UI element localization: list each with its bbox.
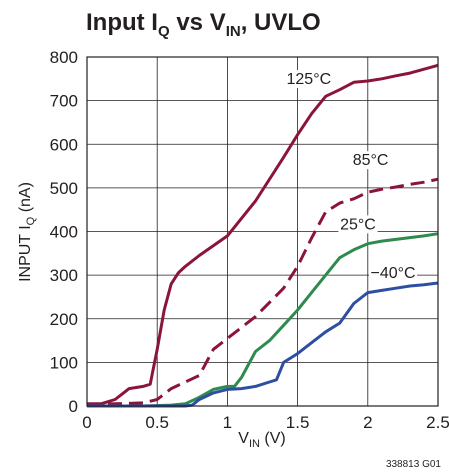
y-tick-label: 200 xyxy=(50,310,78,329)
chart-title-end: , UVLO xyxy=(241,9,321,36)
series-label-bg xyxy=(284,70,333,89)
x-tick-label: 2.5 xyxy=(426,413,449,432)
series-line-2 xyxy=(87,232,439,408)
series-line-1 xyxy=(86,177,439,407)
y-tick-label: 800 xyxy=(50,48,78,67)
series-label-2: 25°C xyxy=(340,216,376,233)
series-labels: 125°C 85°C 25°C −40°C xyxy=(284,70,418,283)
y-axis-label-end: (nA) xyxy=(17,182,34,217)
x-tick-label: 0.5 xyxy=(145,413,169,432)
y-tick-label: 600 xyxy=(50,135,78,154)
chart-title: Input IQ vs VIN, UVLO xyxy=(86,9,321,40)
chart-title-subscript-q: Q xyxy=(158,23,170,40)
series-label-bg xyxy=(351,151,391,170)
chart-title-mid: vs V xyxy=(170,9,226,36)
x-axis-label: VIN (V) xyxy=(238,430,285,450)
tick-labels: 0 0.5 1 1.5 2 2.5 0 100 200 300 400 500 600 700 800 xyxy=(50,48,449,432)
series-label-3: −40°C xyxy=(371,265,416,282)
y-tick-label: 400 xyxy=(50,223,78,242)
y-tick-label: 300 xyxy=(50,266,78,285)
y-tick-label: 100 xyxy=(50,353,78,372)
y-axis-label: INPUT IQ (nA) xyxy=(17,182,37,282)
series-label-0: 125°C xyxy=(287,71,332,88)
series-line-3 xyxy=(87,281,439,408)
plot-frame xyxy=(86,56,439,407)
series-label-bg xyxy=(369,264,418,283)
x-axis-label-main: V xyxy=(238,430,249,447)
x-axis-label-end: (V) xyxy=(260,430,286,447)
series-lines xyxy=(86,63,439,408)
x-tick-label: 2 xyxy=(363,413,372,432)
grid xyxy=(87,57,438,406)
series-label-bg xyxy=(338,215,378,234)
y-axis-label-main: INPUT I xyxy=(17,225,34,282)
chart-title-main: Input I xyxy=(86,9,158,36)
x-tick-label: 1.5 xyxy=(286,413,310,432)
x-tick-label: 0 xyxy=(82,413,91,432)
y-tick-label: 700 xyxy=(50,92,78,111)
chart-title-subscript-in: IN xyxy=(226,23,241,40)
y-axis-label-sub: Q xyxy=(25,216,37,225)
series-line-0 xyxy=(87,63,439,406)
y-tick-label: 500 xyxy=(50,179,78,198)
y-tick-label: 0 xyxy=(69,397,78,416)
x-tick-label: 1 xyxy=(223,413,232,432)
x-axis-label-sub: IN xyxy=(249,438,260,450)
figure-id: 338813 G01 xyxy=(386,459,441,470)
series-label-1: 85°C xyxy=(353,152,389,169)
